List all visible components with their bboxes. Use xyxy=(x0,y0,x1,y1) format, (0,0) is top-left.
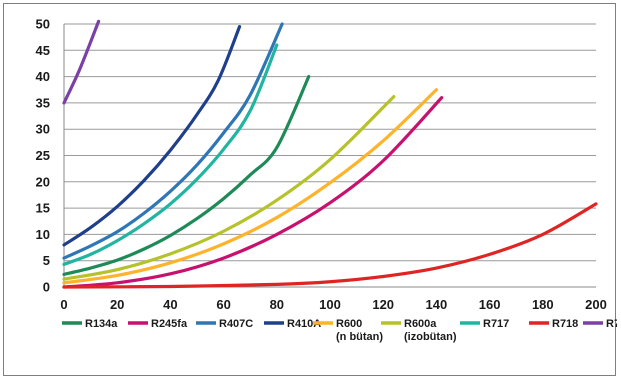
legend-label: R717 xyxy=(483,318,509,330)
x-tick-label: 180 xyxy=(532,297,554,312)
x-tick-labels: 0 20 40 60 80 100 120 140 160 180 200 xyxy=(60,297,606,312)
y-tick-labels: 0 5 10 15 20 25 30 35 40 45 50 xyxy=(36,17,50,295)
chart-frame: 0 5 10 15 20 25 30 35 40 45 50 0 20 40 60 80 100 120 140 16… xyxy=(3,3,617,376)
legend-label: R744 xyxy=(606,318,617,330)
y-tick-label: 5 xyxy=(43,253,50,268)
series-line-r718 xyxy=(62,202,598,289)
y-tick-label: 40 xyxy=(36,69,50,84)
legend-label: (izobütan) xyxy=(404,331,457,343)
legend-label: R134a xyxy=(85,318,118,330)
y-tick-label: 45 xyxy=(36,43,50,58)
legend-label: R600a xyxy=(404,318,437,330)
series-line-r600a xyxy=(62,94,396,281)
series-line-r717 xyxy=(62,43,279,266)
x-tick-label: 140 xyxy=(426,297,448,312)
series-line-r410a xyxy=(62,25,242,247)
y-tick-label: 15 xyxy=(36,201,50,216)
y-tick-label: 30 xyxy=(36,122,50,137)
legend-item-r718: R718 xyxy=(529,318,578,330)
legend-item-r410a: R410A xyxy=(264,318,321,330)
legend-item-r600: R600(n bütan) xyxy=(313,318,383,343)
legend-item-r407c: R407C xyxy=(196,318,253,330)
y-tick-label: 50 xyxy=(36,17,50,32)
x-tick-label: 160 xyxy=(479,297,501,312)
legend-item-r600a: R600a(izobütan) xyxy=(381,318,457,343)
legend-label: R407C xyxy=(219,318,253,330)
y-tick-label: 10 xyxy=(36,227,50,242)
x-tick-label: 200 xyxy=(585,297,607,312)
y-tick-label: 0 xyxy=(43,280,50,295)
x-tick-label: 80 xyxy=(270,297,284,312)
legend-label: (n bütan) xyxy=(336,331,383,343)
legend-label: R245fa xyxy=(151,318,188,330)
x-tick-label: 0 xyxy=(60,297,67,312)
x-tick-label: 20 xyxy=(110,297,124,312)
series-line-r600 xyxy=(62,88,438,285)
legend-label: R600 xyxy=(336,318,362,330)
series-line-r407c xyxy=(62,22,284,260)
series-lines xyxy=(62,19,598,289)
chart-canvas: 0 5 10 15 20 25 30 35 40 45 50 0 20 40 60 80 100 120 140 16… xyxy=(36,17,617,344)
legend-item-r245fa: R245fa xyxy=(128,318,188,330)
x-tick-label: 120 xyxy=(372,297,394,312)
legend-label: R718 xyxy=(552,318,578,330)
legend-item-r134a: R134a xyxy=(62,318,118,330)
y-tick-label: 25 xyxy=(36,148,50,163)
y-tick-label: 35 xyxy=(36,95,50,110)
legend-item-r744: R744 xyxy=(583,318,617,330)
legend-item-r717: R717 xyxy=(460,318,509,330)
y-tick-label: 20 xyxy=(36,174,50,189)
x-tick-label: 40 xyxy=(163,297,177,312)
series-line-r245fa xyxy=(62,96,444,289)
x-tick-label: 100 xyxy=(319,297,341,312)
x-tick-label: 60 xyxy=(216,297,230,312)
series-line-r744 xyxy=(62,19,101,105)
legend: R134a R245fa R407C R410A R600(n bütan)R600a(… xyxy=(62,318,617,343)
legend-label: R410A xyxy=(287,318,321,330)
series-line-r134a xyxy=(62,75,311,276)
